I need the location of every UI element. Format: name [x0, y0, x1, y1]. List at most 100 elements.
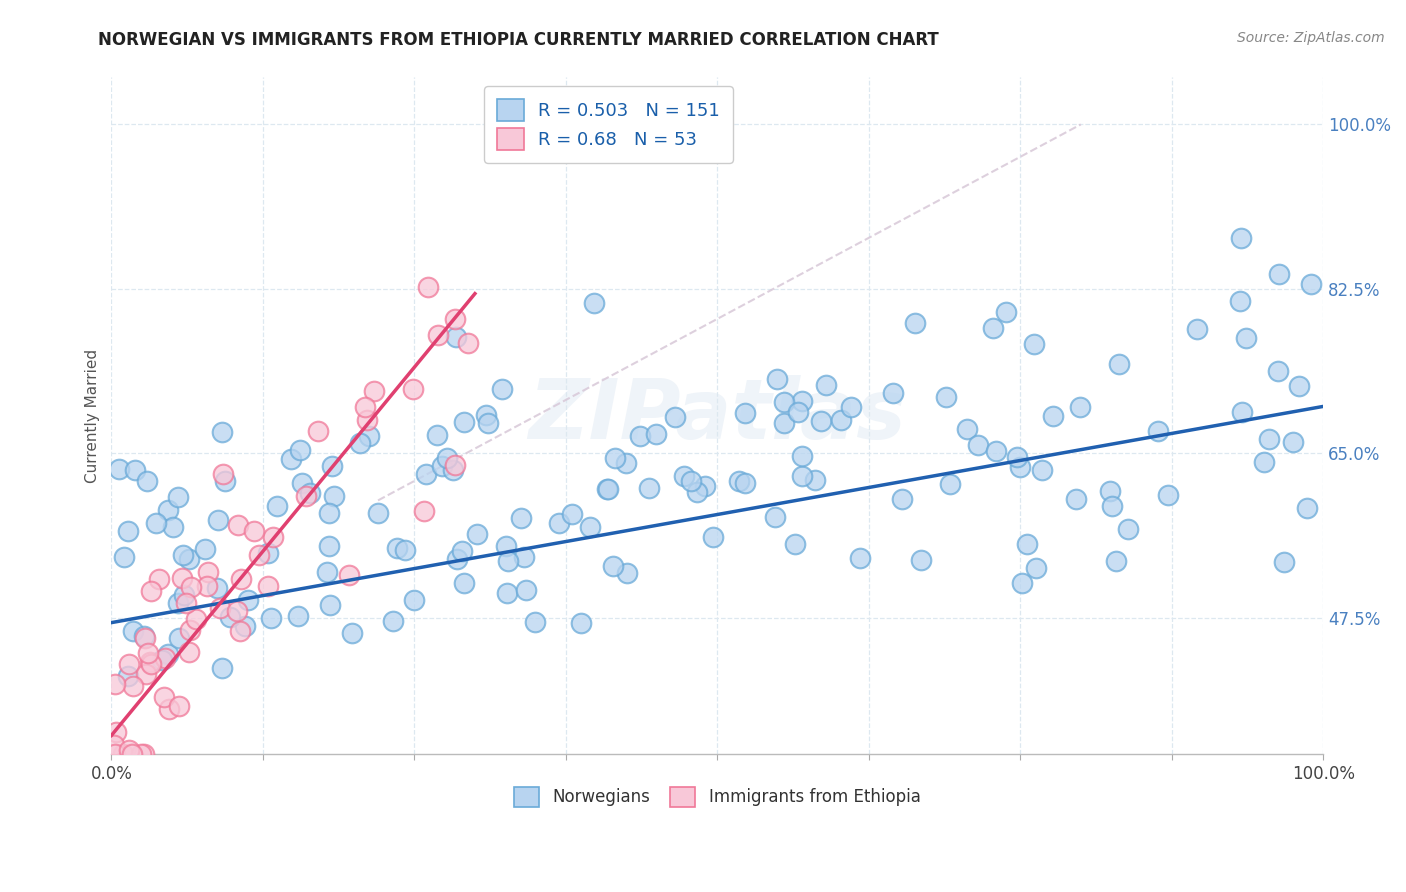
- Point: [882, 386, 904, 401]
- Point: [418, 279, 440, 293]
- Point: [1230, 231, 1253, 245]
- Point: [104, 747, 127, 762]
- Point: [287, 609, 309, 624]
- Point: [211, 425, 233, 439]
- Point: [229, 572, 252, 586]
- Point: [121, 624, 143, 638]
- Point: [1064, 491, 1087, 506]
- Point: [315, 566, 337, 580]
- Point: [132, 747, 155, 762]
- Point: [226, 604, 249, 618]
- Point: [790, 393, 813, 408]
- Point: [177, 552, 200, 566]
- Point: [446, 329, 468, 343]
- Point: [1101, 499, 1123, 513]
- Point: [1042, 409, 1064, 423]
- Point: [117, 669, 139, 683]
- Point: [162, 520, 184, 534]
- Point: [1008, 459, 1031, 474]
- Point: [728, 474, 751, 488]
- Point: [605, 450, 627, 465]
- Point: [1098, 484, 1121, 499]
- Point: [318, 539, 340, 553]
- Point: [266, 499, 288, 513]
- Point: [363, 384, 385, 399]
- Point: [1104, 554, 1126, 568]
- Point: [1116, 522, 1139, 536]
- Point: [474, 409, 496, 423]
- Point: [773, 417, 796, 431]
- Point: [598, 482, 620, 496]
- Point: [792, 469, 814, 483]
- Point: [247, 548, 270, 562]
- Point: [967, 438, 990, 452]
- Point: [1011, 576, 1033, 591]
- Point: [104, 724, 127, 739]
- Point: [453, 415, 475, 429]
- Point: [773, 395, 796, 409]
- Point: [981, 320, 1004, 334]
- Point: [457, 335, 479, 350]
- Point: [664, 409, 686, 424]
- Point: [122, 679, 145, 693]
- Point: [1015, 537, 1038, 551]
- Point: [257, 546, 280, 560]
- Point: [495, 539, 517, 553]
- Point: [382, 614, 405, 628]
- Point: [673, 469, 696, 483]
- Point: [1156, 488, 1178, 502]
- Point: [136, 646, 159, 660]
- Point: [679, 475, 702, 489]
- Point: [1005, 450, 1028, 464]
- Point: [956, 422, 979, 436]
- Point: [157, 503, 180, 517]
- Point: [256, 579, 278, 593]
- Point: [785, 537, 807, 551]
- Y-axis label: Currently Married: Currently Married: [86, 349, 100, 483]
- Point: [226, 518, 249, 533]
- Point: [157, 702, 180, 716]
- Point: [561, 508, 583, 522]
- Point: [218, 610, 240, 624]
- Point: [1022, 337, 1045, 351]
- Point: [523, 615, 546, 630]
- Point: [280, 452, 302, 467]
- Point: [569, 615, 592, 630]
- Point: [491, 382, 513, 396]
- Point: [233, 619, 256, 633]
- Point: [1296, 501, 1319, 516]
- Point: [394, 543, 416, 558]
- Point: [167, 490, 190, 504]
- Point: [495, 586, 517, 600]
- Point: [135, 474, 157, 488]
- Point: [579, 520, 602, 534]
- Point: [1069, 400, 1091, 414]
- Point: [1272, 555, 1295, 569]
- Point: [294, 489, 316, 503]
- Point: [124, 463, 146, 477]
- Point: [734, 476, 756, 491]
- Point: [103, 738, 125, 752]
- Point: [167, 698, 190, 713]
- Point: [804, 473, 827, 487]
- Text: NORWEGIAN VS IMMIGRANTS FROM ETHIOPIA CURRENTLY MARRIED CORRELATION CHART: NORWEGIAN VS IMMIGRANTS FROM ETHIOPIA CU…: [98, 31, 939, 49]
- Point: [402, 592, 425, 607]
- Point: [207, 582, 229, 596]
- Point: [322, 489, 344, 503]
- Point: [786, 405, 808, 419]
- Point: [415, 467, 437, 481]
- Point: [132, 629, 155, 643]
- Point: [693, 478, 716, 492]
- Point: [139, 657, 162, 671]
- Point: [1267, 364, 1289, 378]
- Point: [167, 631, 190, 645]
- Point: [935, 390, 957, 404]
- Point: [342, 626, 364, 640]
- Point: [513, 549, 536, 564]
- Point: [810, 414, 832, 428]
- Point: [319, 599, 342, 613]
- Point: [465, 527, 488, 541]
- Point: [339, 568, 361, 582]
- Point: [583, 295, 606, 310]
- Point: [166, 597, 188, 611]
